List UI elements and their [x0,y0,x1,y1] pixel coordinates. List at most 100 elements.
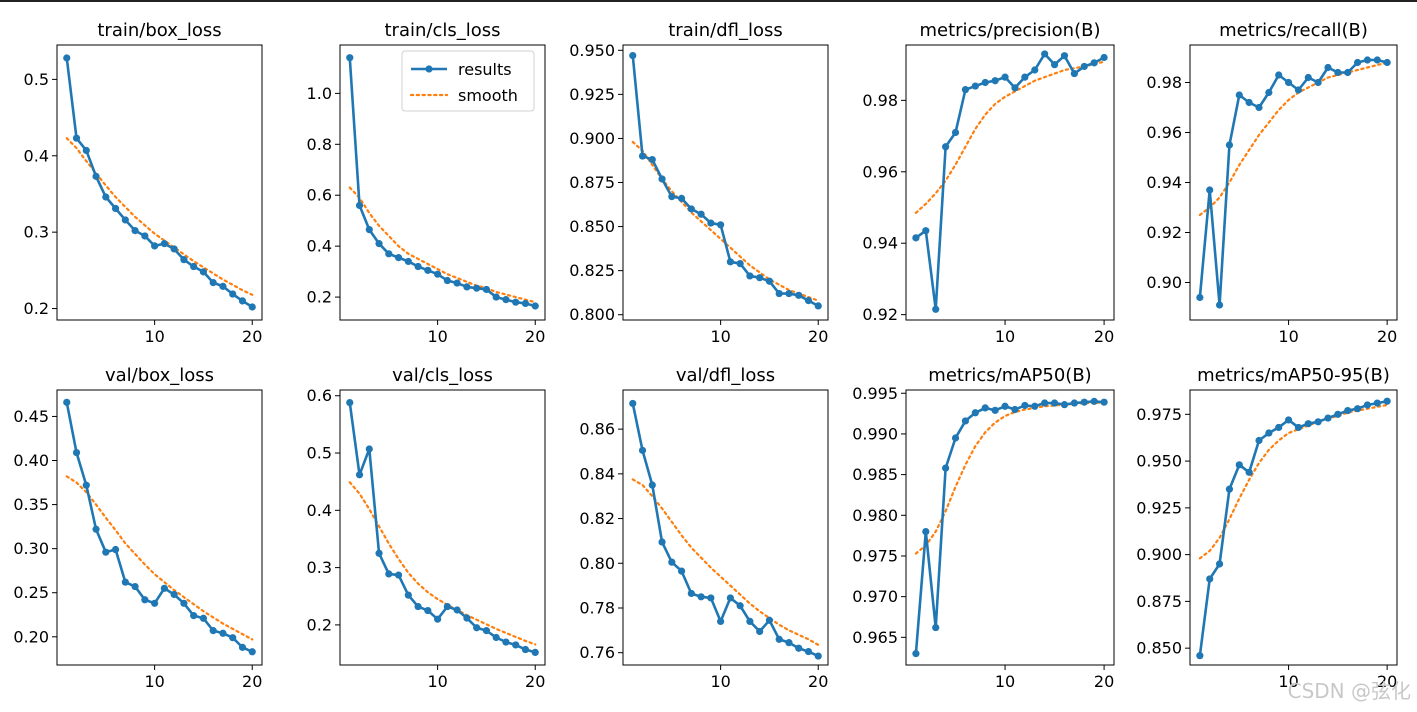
x-tick-label: 10 [710,327,730,346]
y-tick-label: 0.6 [307,386,332,405]
y-tick-label: 0.875 [1136,592,1182,611]
x-tick-label: 10 [427,672,447,691]
y-tick-label: 0.975 [1136,405,1182,424]
data-point-results [756,627,764,636]
axes-frame [1189,389,1398,666]
y-tick-label: 0.975 [852,546,898,565]
data-point-results [180,256,188,264]
data-point-results [531,648,539,656]
data-point-results [92,172,100,180]
data-point-results [414,602,422,611]
data-point-results [1304,420,1312,428]
data-point-results [404,257,412,266]
x-tick-label: 20 [1377,327,1397,346]
data-point-results [991,406,999,414]
data-point-results [170,245,178,253]
data-point-results [111,204,120,213]
data-point-results [492,633,500,642]
data-point-results [151,242,159,250]
data-point-results [795,291,803,299]
data-point-results [502,638,510,646]
data-point-results [1215,560,1224,568]
y-tick-label: 0.4 [307,501,332,520]
y-tick-label: 0.4 [24,146,49,165]
data-point-results [687,205,695,213]
data-point-results [434,615,442,623]
data-point-results [717,221,725,229]
x-tick-label: 10 [144,672,164,691]
chart-title: train/cls_loss [384,20,500,41]
data-point-results [1334,68,1342,77]
chart-title: train/dfl_loss [668,20,783,41]
data-point-results [707,594,715,602]
data-point-results [1314,418,1322,426]
data-point-results [1206,575,1214,583]
data-point-results [1215,301,1224,309]
axes-frame [339,44,546,321]
data-point-results [1041,50,1049,58]
data-point-results [531,302,539,310]
data-point-results [814,652,822,660]
x-tick-label: 20 [1377,672,1397,691]
data-point-results [1090,59,1098,67]
data-point-results [1344,406,1352,415]
data-point-results [804,297,813,305]
data-point-results [219,282,227,290]
chart-title: train/box_loss [97,20,221,41]
data-point-results [151,599,159,607]
data-point-results [170,590,178,599]
data-point-results [697,593,705,601]
data-point-results [1225,141,1234,149]
data-point-results [365,445,373,453]
y-tick-label: 0.92 [1146,223,1182,242]
y-tick-label: 0.94 [862,234,898,253]
data-point-results [991,77,999,85]
data-point-results [726,258,734,266]
data-point-results [1080,398,1088,406]
series-line-smooth [348,186,537,304]
data-point-results [981,78,989,87]
data-point-results [1060,401,1069,409]
data-point-results [385,250,393,258]
y-tick-label: 0.875 [569,173,615,192]
data-point-results [63,398,71,406]
chart-panel-3: metrics/precision(B) 0.92 0.94 0.96 0.98 10 20 [848,5,1118,354]
data-point-results [82,481,90,489]
series-line-smooth [65,137,254,296]
y-tick-label: 0.995 [852,384,898,403]
data-point-results [463,614,471,622]
data-point-results [424,606,432,615]
data-point-results [932,305,940,313]
data-point-results [394,254,403,262]
y-tick-label: 0.4 [307,237,332,256]
y-tick-label: 0.30 [13,539,49,558]
y-tick-label: 0.2 [307,615,332,634]
data-point-results [180,599,188,607]
data-point-results [102,193,110,201]
data-point-results [951,434,960,442]
data-point-results [697,210,705,218]
y-tick-label: 0.80 [579,554,615,573]
y-tick-label: 0.76 [579,643,615,662]
data-point-results [687,589,695,598]
data-point-results [1383,58,1391,67]
data-point-results [1294,423,1303,432]
data-point-results [912,234,920,242]
chart-svg: val/dfl_loss 0.76 0.78 0.80 0.82 0.84 0.86 10 20 [579,365,829,691]
y-tick-label: 0.92 [862,305,898,324]
y-tick-label: 0.20 [13,627,49,646]
axes-frame [622,389,829,666]
series-line-smooth [1198,61,1389,217]
data-point-results [717,617,725,626]
data-point-results [82,146,90,155]
data-point-results [1334,410,1342,418]
data-point-results [385,570,393,578]
data-point-results [1255,103,1263,112]
axes-frame [339,389,546,666]
data-point-results [971,82,979,90]
x-tick-label: 20 [1094,672,1114,691]
y-tick-label: 0.90 [1146,273,1182,292]
x-tick-label: 10 [1278,672,1298,691]
data-point-results [942,143,950,151]
data-point-results [1284,78,1293,87]
